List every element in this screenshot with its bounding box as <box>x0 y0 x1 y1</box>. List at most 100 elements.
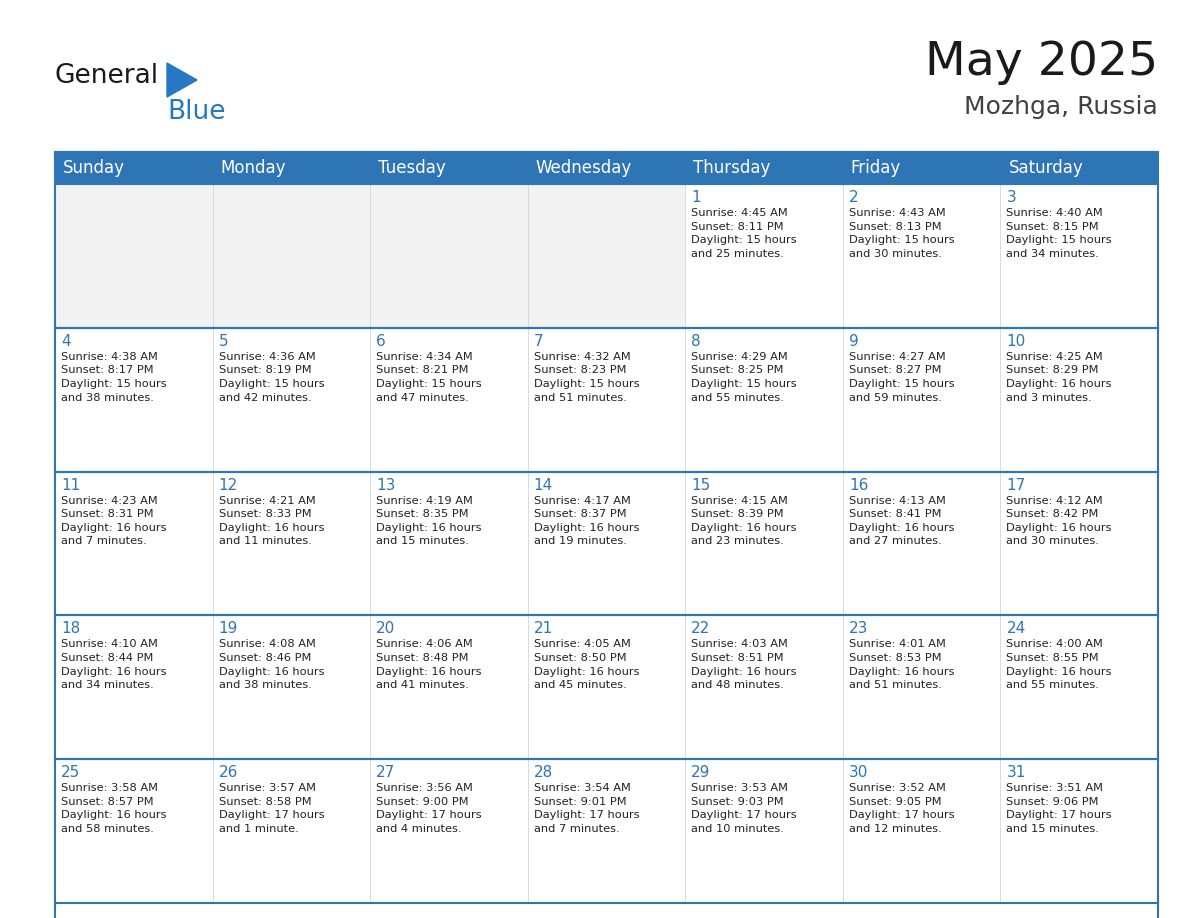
Text: Sunrise: 3:58 AM
Sunset: 8:57 PM
Daylight: 16 hours
and 58 minutes.: Sunrise: 3:58 AM Sunset: 8:57 PM Dayligh… <box>61 783 166 834</box>
Text: 11: 11 <box>61 477 81 493</box>
Text: Sunrise: 3:54 AM
Sunset: 9:01 PM
Daylight: 17 hours
and 7 minutes.: Sunrise: 3:54 AM Sunset: 9:01 PM Dayligh… <box>533 783 639 834</box>
Text: 31: 31 <box>1006 766 1025 780</box>
Bar <box>685 615 842 759</box>
Text: 12: 12 <box>219 477 238 493</box>
Bar <box>213 759 371 903</box>
Text: 17: 17 <box>1006 477 1025 493</box>
Text: Sunrise: 4:17 AM
Sunset: 8:37 PM
Daylight: 16 hours
and 19 minutes.: Sunrise: 4:17 AM Sunset: 8:37 PM Dayligh… <box>533 496 639 546</box>
Text: Sunrise: 4:23 AM
Sunset: 8:31 PM
Daylight: 16 hours
and 7 minutes.: Sunrise: 4:23 AM Sunset: 8:31 PM Dayligh… <box>61 496 166 546</box>
Text: Saturday: Saturday <box>1009 159 1083 177</box>
Text: 14: 14 <box>533 477 552 493</box>
Bar <box>842 615 1000 759</box>
Text: Sunrise: 3:56 AM
Sunset: 9:00 PM
Daylight: 17 hours
and 4 minutes.: Sunrise: 3:56 AM Sunset: 9:00 PM Dayligh… <box>377 783 482 834</box>
Text: Sunrise: 4:06 AM
Sunset: 8:48 PM
Daylight: 16 hours
and 41 minutes.: Sunrise: 4:06 AM Sunset: 8:48 PM Dayligh… <box>377 640 481 690</box>
Text: Wednesday: Wednesday <box>536 159 632 177</box>
Text: 29: 29 <box>691 766 710 780</box>
Polygon shape <box>168 63 197 97</box>
Text: 26: 26 <box>219 766 238 780</box>
Text: 21: 21 <box>533 621 552 636</box>
Text: May 2025: May 2025 <box>925 40 1158 85</box>
Text: Sunrise: 4:05 AM
Sunset: 8:50 PM
Daylight: 16 hours
and 45 minutes.: Sunrise: 4:05 AM Sunset: 8:50 PM Dayligh… <box>533 640 639 690</box>
Bar <box>527 328 685 472</box>
Text: Sunrise: 4:15 AM
Sunset: 8:39 PM
Daylight: 16 hours
and 23 minutes.: Sunrise: 4:15 AM Sunset: 8:39 PM Dayligh… <box>691 496 797 546</box>
Bar <box>685 759 842 903</box>
Text: Sunrise: 3:53 AM
Sunset: 9:03 PM
Daylight: 17 hours
and 10 minutes.: Sunrise: 3:53 AM Sunset: 9:03 PM Dayligh… <box>691 783 797 834</box>
Bar <box>527 759 685 903</box>
Text: Blue: Blue <box>168 99 226 125</box>
Text: 9: 9 <box>849 334 859 349</box>
Text: Sunday: Sunday <box>63 159 125 177</box>
Bar <box>371 328 527 472</box>
Text: Sunrise: 4:10 AM
Sunset: 8:44 PM
Daylight: 16 hours
and 34 minutes.: Sunrise: 4:10 AM Sunset: 8:44 PM Dayligh… <box>61 640 166 690</box>
Text: 2: 2 <box>849 190 859 205</box>
Text: Sunrise: 4:38 AM
Sunset: 8:17 PM
Daylight: 15 hours
and 38 minutes.: Sunrise: 4:38 AM Sunset: 8:17 PM Dayligh… <box>61 352 166 403</box>
Bar <box>213 472 371 615</box>
Bar <box>213 328 371 472</box>
Bar <box>842 152 1000 184</box>
Text: 16: 16 <box>849 477 868 493</box>
Text: 19: 19 <box>219 621 238 636</box>
Bar <box>371 472 527 615</box>
Bar <box>1000 328 1158 472</box>
Bar <box>842 184 1000 328</box>
Text: 23: 23 <box>849 621 868 636</box>
Text: Sunrise: 4:03 AM
Sunset: 8:51 PM
Daylight: 16 hours
and 48 minutes.: Sunrise: 4:03 AM Sunset: 8:51 PM Dayligh… <box>691 640 797 690</box>
Text: 30: 30 <box>849 766 868 780</box>
Text: Sunrise: 4:25 AM
Sunset: 8:29 PM
Daylight: 16 hours
and 3 minutes.: Sunrise: 4:25 AM Sunset: 8:29 PM Dayligh… <box>1006 352 1112 403</box>
Text: Mozhga, Russia: Mozhga, Russia <box>965 95 1158 119</box>
Text: 24: 24 <box>1006 621 1025 636</box>
Text: Sunrise: 3:51 AM
Sunset: 9:06 PM
Daylight: 17 hours
and 15 minutes.: Sunrise: 3:51 AM Sunset: 9:06 PM Dayligh… <box>1006 783 1112 834</box>
Bar <box>371 184 527 328</box>
Bar <box>842 328 1000 472</box>
Bar <box>371 615 527 759</box>
Text: Sunrise: 4:13 AM
Sunset: 8:41 PM
Daylight: 16 hours
and 27 minutes.: Sunrise: 4:13 AM Sunset: 8:41 PM Dayligh… <box>849 496 954 546</box>
Text: 15: 15 <box>691 477 710 493</box>
Bar <box>685 152 842 184</box>
Text: Sunrise: 4:34 AM
Sunset: 8:21 PM
Daylight: 15 hours
and 47 minutes.: Sunrise: 4:34 AM Sunset: 8:21 PM Dayligh… <box>377 352 482 403</box>
Text: Sunrise: 3:52 AM
Sunset: 9:05 PM
Daylight: 17 hours
and 12 minutes.: Sunrise: 3:52 AM Sunset: 9:05 PM Dayligh… <box>849 783 954 834</box>
Text: 6: 6 <box>377 334 386 349</box>
Text: 5: 5 <box>219 334 228 349</box>
Bar <box>371 152 527 184</box>
Text: Sunrise: 4:00 AM
Sunset: 8:55 PM
Daylight: 16 hours
and 55 minutes.: Sunrise: 4:00 AM Sunset: 8:55 PM Dayligh… <box>1006 640 1112 690</box>
Text: Sunrise: 4:43 AM
Sunset: 8:13 PM
Daylight: 15 hours
and 30 minutes.: Sunrise: 4:43 AM Sunset: 8:13 PM Dayligh… <box>849 208 954 259</box>
Text: 7: 7 <box>533 334 543 349</box>
Text: Tuesday: Tuesday <box>378 159 446 177</box>
Text: 22: 22 <box>691 621 710 636</box>
Text: 13: 13 <box>377 477 396 493</box>
Bar <box>55 328 213 472</box>
Text: 28: 28 <box>533 766 552 780</box>
Bar <box>213 615 371 759</box>
Text: Sunrise: 4:45 AM
Sunset: 8:11 PM
Daylight: 15 hours
and 25 minutes.: Sunrise: 4:45 AM Sunset: 8:11 PM Dayligh… <box>691 208 797 259</box>
Bar <box>527 184 685 328</box>
Bar <box>842 759 1000 903</box>
Bar <box>55 152 213 184</box>
Bar <box>213 152 371 184</box>
Text: General: General <box>55 63 159 89</box>
Text: 3: 3 <box>1006 190 1016 205</box>
Text: Sunrise: 4:32 AM
Sunset: 8:23 PM
Daylight: 15 hours
and 51 minutes.: Sunrise: 4:32 AM Sunset: 8:23 PM Dayligh… <box>533 352 639 403</box>
Bar <box>527 615 685 759</box>
Text: Sunrise: 4:36 AM
Sunset: 8:19 PM
Daylight: 15 hours
and 42 minutes.: Sunrise: 4:36 AM Sunset: 8:19 PM Dayligh… <box>219 352 324 403</box>
Bar <box>371 759 527 903</box>
Text: Sunrise: 4:19 AM
Sunset: 8:35 PM
Daylight: 16 hours
and 15 minutes.: Sunrise: 4:19 AM Sunset: 8:35 PM Dayligh… <box>377 496 481 546</box>
Bar <box>685 184 842 328</box>
Bar <box>527 152 685 184</box>
Text: Sunrise: 3:57 AM
Sunset: 8:58 PM
Daylight: 17 hours
and 1 minute.: Sunrise: 3:57 AM Sunset: 8:58 PM Dayligh… <box>219 783 324 834</box>
Text: Sunrise: 4:08 AM
Sunset: 8:46 PM
Daylight: 16 hours
and 38 minutes.: Sunrise: 4:08 AM Sunset: 8:46 PM Dayligh… <box>219 640 324 690</box>
Text: 18: 18 <box>61 621 81 636</box>
Bar <box>55 472 213 615</box>
Text: 4: 4 <box>61 334 70 349</box>
Bar <box>55 152 1158 918</box>
Text: 10: 10 <box>1006 334 1025 349</box>
Text: Thursday: Thursday <box>694 159 771 177</box>
Text: 27: 27 <box>377 766 396 780</box>
Bar <box>1000 472 1158 615</box>
Text: 20: 20 <box>377 621 396 636</box>
Bar <box>55 759 213 903</box>
Bar <box>213 184 371 328</box>
Bar <box>55 615 213 759</box>
Bar <box>1000 759 1158 903</box>
Bar <box>842 472 1000 615</box>
Text: Sunrise: 4:29 AM
Sunset: 8:25 PM
Daylight: 15 hours
and 55 minutes.: Sunrise: 4:29 AM Sunset: 8:25 PM Dayligh… <box>691 352 797 403</box>
